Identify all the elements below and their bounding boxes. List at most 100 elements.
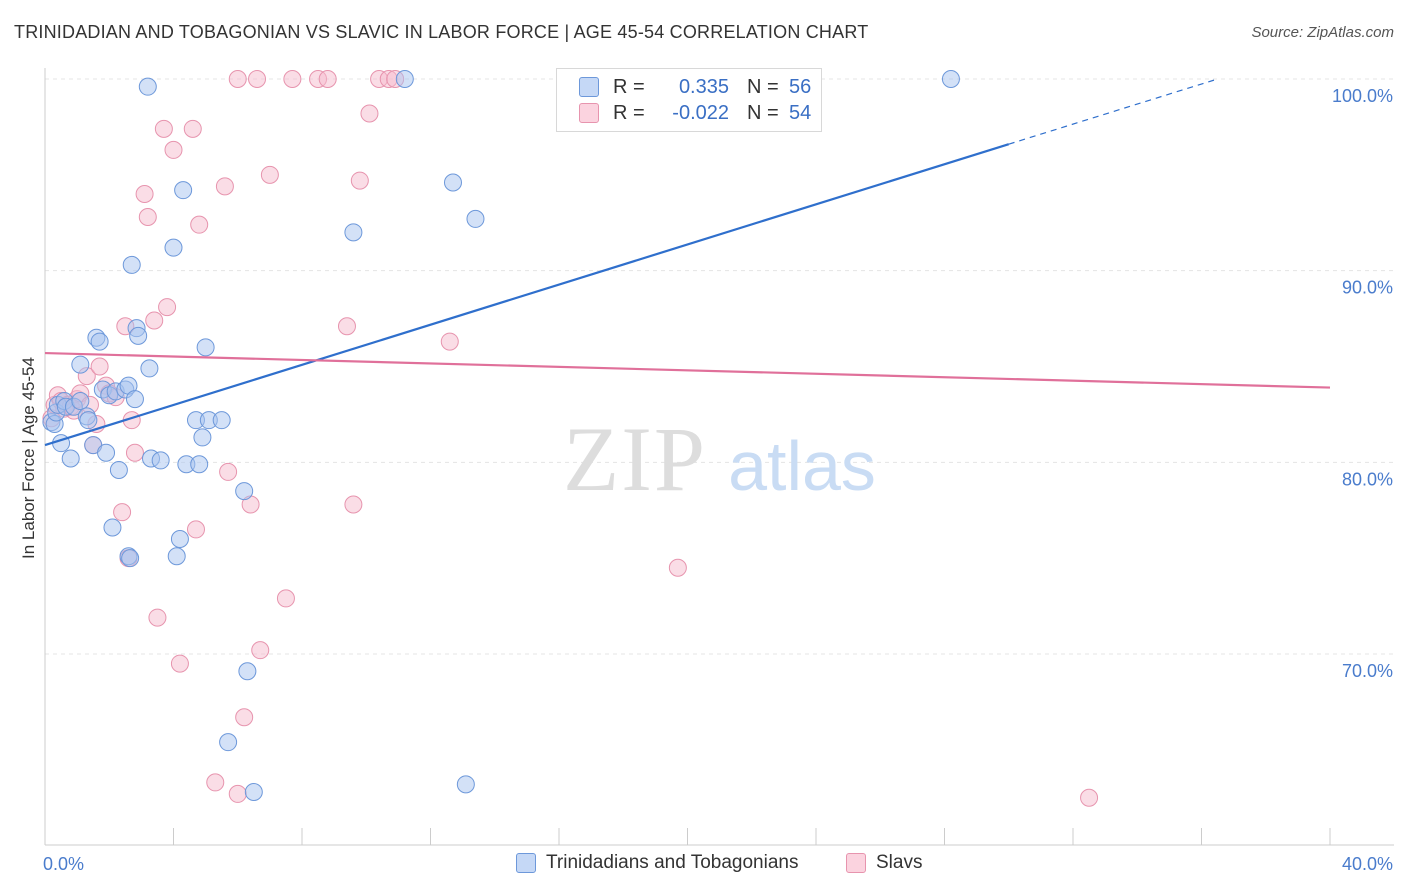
correlation-legend: R = 0.335 N = 56 R = -0.022 N = 54 — [556, 68, 822, 132]
point-slavs — [190, 215, 209, 234]
point-trinidadians — [79, 411, 98, 430]
point-slavs — [360, 104, 379, 123]
point-slavs — [145, 311, 164, 330]
point-trinidadians — [190, 455, 209, 474]
point-slavs — [1080, 788, 1099, 807]
point-slavs — [228, 70, 247, 88]
point-trinidadians — [170, 530, 189, 548]
trend-line-trinidadians-extension — [1008, 78, 1218, 145]
point-slavs — [668, 558, 687, 577]
series-legend-label: Trinidadians and Tobagonians — [546, 852, 799, 873]
series-swatch-pink — [846, 853, 866, 873]
point-slavs — [251, 641, 270, 660]
legend-row-trinidadians: R = 0.335 N = 56 — [579, 75, 811, 99]
legend-n-value: 56 — [789, 75, 812, 98]
series-legend-slavs[interactable]: Slavs — [846, 852, 922, 874]
legend-n-label: N = — [747, 101, 779, 124]
trend-line-trinidadians — [44, 143, 1010, 447]
source-label: Source: ZipAtlas.com — [1251, 24, 1394, 41]
point-slavs — [318, 70, 337, 88]
point-slavs — [344, 495, 363, 514]
legend-swatch-blue — [579, 77, 599, 97]
series-legend-label: Slavs — [876, 852, 923, 873]
point-trinidadians — [138, 77, 157, 96]
point-trinidadians — [238, 662, 257, 681]
point-slavs — [260, 165, 279, 184]
legend-r-label: R = — [613, 101, 645, 124]
legend-r-value: 0.335 — [678, 75, 729, 98]
y-tick-label: 70.0% — [1342, 661, 1393, 681]
point-trinidadians — [121, 549, 140, 568]
point-slavs — [186, 520, 205, 539]
legend-n-label: N = — [747, 75, 779, 98]
point-trinidadians — [61, 449, 80, 468]
point-slavs — [219, 462, 238, 481]
point-slavs — [235, 708, 254, 727]
y-tick-label: 90.0% — [1342, 278, 1393, 298]
point-trinidadians — [466, 209, 485, 228]
point-slavs — [337, 317, 356, 336]
point-slavs — [90, 357, 109, 376]
y-tick-label: 80.0% — [1342, 469, 1393, 489]
point-trinidadians — [219, 733, 238, 752]
watermark-zip: ZIP — [563, 408, 707, 510]
y-axis-title: In Labor Force | Age 45-54 — [19, 357, 38, 559]
point-trinidadians — [244, 783, 263, 801]
axis-labels: 70.0% 80.0% 90.0% 100.0% 0.0% 40.0% In Labor F… — [19, 86, 1393, 874]
point-trinidadians — [122, 255, 141, 274]
series-trinidadians — [42, 70, 960, 801]
point-trinidadians — [151, 451, 170, 470]
point-trinidadians — [212, 411, 231, 430]
point-trinidadians — [941, 70, 960, 88]
point-trinidadians — [235, 482, 254, 501]
point-trinidadians — [443, 173, 462, 192]
series-swatch-blue — [516, 853, 536, 873]
point-trinidadians — [164, 238, 183, 257]
point-trinidadians — [395, 70, 414, 88]
point-slavs — [158, 298, 177, 317]
legend-n-value: 54 — [789, 101, 812, 124]
legend-r-label: R = — [613, 75, 645, 98]
watermark: ZIP atlas — [563, 408, 876, 510]
point-trinidadians — [129, 326, 148, 345]
x-tick-label: 40.0% — [1342, 854, 1393, 874]
point-trinidadians — [167, 547, 186, 566]
point-slavs — [138, 208, 157, 226]
point-slavs — [113, 503, 132, 522]
point-trinidadians — [71, 392, 90, 410]
point-trinidadians — [344, 223, 363, 242]
point-trinidadians — [103, 518, 122, 537]
axes — [44, 68, 1394, 846]
trend-lines — [44, 78, 1331, 447]
point-trinidadians — [71, 355, 90, 374]
point-slavs — [228, 784, 247, 803]
point-trinidadians — [90, 332, 109, 351]
trend-line-slavs — [44, 351, 1331, 389]
point-slavs — [154, 119, 173, 138]
point-trinidadians — [196, 338, 215, 357]
point-trinidadians — [97, 443, 116, 462]
legend-r-value: -0.022 — [672, 101, 729, 124]
point-trinidadians — [125, 390, 144, 409]
point-slavs — [164, 140, 183, 159]
point-slavs — [350, 171, 369, 190]
point-slavs — [183, 119, 202, 138]
series-legend: Trinidadians and Tobagonians Slavs — [0, 852, 1406, 876]
point-trinidadians — [174, 181, 193, 200]
point-slavs — [170, 654, 189, 673]
point-slavs — [206, 773, 225, 792]
watermark-atlas: atlas — [728, 427, 876, 505]
point-slavs — [248, 70, 267, 88]
point-slavs — [135, 185, 154, 203]
legend-row-slavs: R = -0.022 N = 54 — [579, 101, 811, 125]
point-slavs — [276, 589, 295, 608]
x-tick-label: 0.0% — [43, 854, 84, 874]
point-slavs — [215, 177, 234, 196]
y-tick-label: 100.0% — [1332, 86, 1393, 106]
gridlines — [45, 78, 1394, 655]
point-slavs — [148, 608, 167, 627]
point-trinidadians — [140, 359, 159, 378]
point-trinidadians — [456, 775, 475, 794]
series-legend-trinidadians[interactable]: Trinidadians and Tobagonians — [516, 852, 798, 874]
